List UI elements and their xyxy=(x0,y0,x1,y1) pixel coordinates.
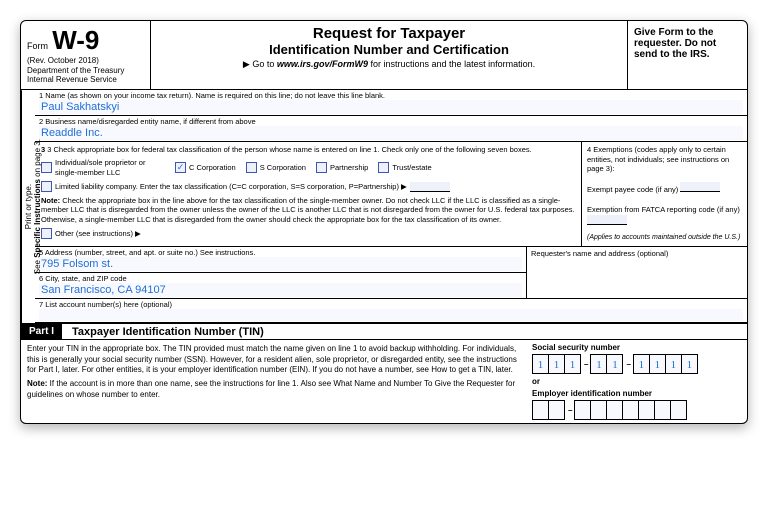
line2: 2 Business name/disregarded entity name,… xyxy=(35,116,747,142)
exempt-payee-input[interactable] xyxy=(680,182,720,192)
goto-line: ▶ Go to www.irs.gov/FormW9 for instructi… xyxy=(155,59,623,70)
name-input[interactable]: Paul Sakhatskyi xyxy=(39,100,743,114)
city-state-zip-input[interactable]: San Francisco, CA 94107 xyxy=(39,283,522,297)
form-header: Form W-9 (Rev. October 2018) Department … xyxy=(21,21,747,90)
line3-4-section: 3 3 Check appropriate box for federal ta… xyxy=(35,142,747,247)
line1: 1 Name (as shown on your income tax retu… xyxy=(35,90,747,116)
ein-label: Employer identification number xyxy=(532,389,742,398)
line5-label: 5 Address (number, street, and apt. or s… xyxy=(39,248,522,257)
address-rows: 5 Address (number, street, and apt. or s… xyxy=(35,247,747,299)
line1-label: 1 Name (as shown on your income tax retu… xyxy=(39,91,743,100)
form-number: W-9 xyxy=(52,25,99,56)
line7-label: 7 List account number(s) here (optional) xyxy=(39,300,743,309)
form-number-box: Form W-9 (Rev. October 2018) Department … xyxy=(21,21,151,89)
title-box: Request for Taxpayer Identification Numb… xyxy=(151,21,627,89)
vertical-label-outer: Print or type. See Specific Instructions… xyxy=(21,90,35,323)
ssn-input[interactable]: 111 – 11 – 1111 xyxy=(532,354,742,374)
line6-label: 6 City, state, and ZIP code xyxy=(39,274,522,283)
cb-other[interactable]: Other (see instructions) ▶ xyxy=(41,228,141,239)
tin-boxes: Social security number 111 – 11 – 1111 o… xyxy=(527,340,747,423)
account-numbers-input[interactable] xyxy=(39,309,743,321)
line3-note: Note: Check the appropriate box in the l… xyxy=(41,196,575,224)
give-form-box: Give Form to the requester. Do not send … xyxy=(627,21,747,89)
line7: 7 List account number(s) here (optional) xyxy=(35,299,747,323)
fields-column: 1 Name (as shown on your income tax retu… xyxy=(35,90,747,323)
tin-section: Enter your TIN in the appropriate box. T… xyxy=(21,340,747,423)
part1-title: Taxpayer Identification Number (TIN) xyxy=(62,326,264,338)
main-body: Print or type. See Specific Instructions… xyxy=(21,90,747,323)
ssn-label: Social security number xyxy=(532,343,742,352)
cb-individual[interactable]: Individual/sole proprietor or single-mem… xyxy=(41,158,165,177)
revision: (Rev. October 2018) xyxy=(27,56,99,65)
part1-header: Part I Taxpayer Identification Number (T… xyxy=(21,323,747,340)
cb-c-corp[interactable]: ✓C Corporation xyxy=(175,158,236,177)
part1-badge: Part I xyxy=(21,324,62,339)
line3-checkboxes: 3 3 Check appropriate box for federal ta… xyxy=(35,142,582,246)
cb-trust[interactable]: Trust/estate xyxy=(378,158,431,177)
cb-llc[interactable]: Limited liability company. Enter the tax… xyxy=(41,181,450,192)
requester-box[interactable]: Requester's name and address (optional) xyxy=(527,247,747,298)
cb-partnership[interactable]: Partnership xyxy=(316,158,368,177)
form-word: Form xyxy=(27,41,48,51)
tin-instructions: Enter your TIN in the appropriate box. T… xyxy=(21,340,527,423)
line4-exemptions: 4 Exemptions (codes apply only to certai… xyxy=(582,142,747,246)
line2-label: 2 Business name/disregarded entity name,… xyxy=(39,117,743,126)
w9-form: Form W-9 (Rev. October 2018) Department … xyxy=(20,20,748,424)
address-input[interactable]: 795 Folsom st. xyxy=(39,257,522,271)
cb-s-corp[interactable]: S Corporation xyxy=(246,158,306,177)
line3-label: 3 3 Check appropriate box for federal ta… xyxy=(41,145,575,154)
or-label: or xyxy=(532,377,742,386)
title-line2: Identification Number and Certification xyxy=(155,42,623,57)
line4-label: 4 Exemptions (codes apply only to certai… xyxy=(587,145,742,174)
department-line1: Department of the Treasury xyxy=(27,66,124,75)
business-name-input[interactable]: Readdle Inc. xyxy=(39,126,743,140)
ein-input[interactable]: – xyxy=(532,400,742,420)
department-line2: Internal Revenue Service xyxy=(27,75,117,84)
fatca-note: (Applies to accounts maintained outside … xyxy=(587,233,742,242)
fatca-input[interactable] xyxy=(587,215,627,225)
llc-class-input[interactable] xyxy=(410,182,450,192)
title-line1: Request for Taxpayer xyxy=(155,25,623,42)
